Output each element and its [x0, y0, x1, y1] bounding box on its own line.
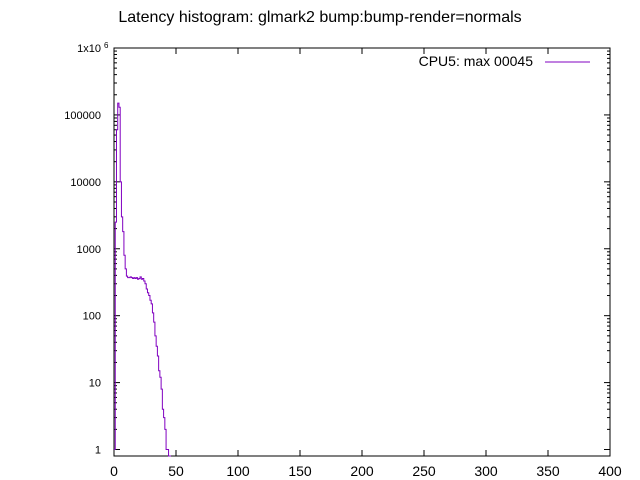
x-tick-label: 100 [226, 463, 250, 479]
plot-area-frame [113, 47, 611, 457]
x-tick-label: 50 [168, 463, 184, 479]
axis-ticks: 0 50 100 150 200 250 300 350 400 1 10 100 1000 10000 1… [64, 41, 622, 479]
y-tick-label: 100000 [64, 110, 101, 122]
x-tick-label: 350 [536, 463, 560, 479]
legend: CPU5: max 00045 [419, 53, 590, 69]
y-tick-label: 10 [89, 378, 101, 390]
y-tick-label: 1000 [77, 244, 101, 256]
y-tick-label: 100 [83, 311, 101, 323]
y-tick-label: 10000 [70, 177, 101, 189]
series-layer [114, 102, 172, 457]
y-tick-label-top: 1x10 [77, 43, 101, 55]
chart-title: Latency histogram: glmark2 bump:bump-ren… [118, 9, 521, 26]
x-tick-label: 200 [350, 463, 374, 479]
y-tick-label: 1 [95, 445, 101, 457]
x-tick-label: 250 [412, 463, 436, 479]
legend-entry-label: CPU5: max 00045 [419, 53, 534, 69]
y-tick-label-top-exponent: 6 [104, 41, 109, 50]
series-line-0 [114, 102, 172, 457]
x-tick-label: 300 [474, 463, 498, 479]
x-tick-label: 400 [598, 463, 622, 479]
x-tick-label: 0 [110, 463, 118, 479]
x-tick-label: 150 [288, 463, 312, 479]
